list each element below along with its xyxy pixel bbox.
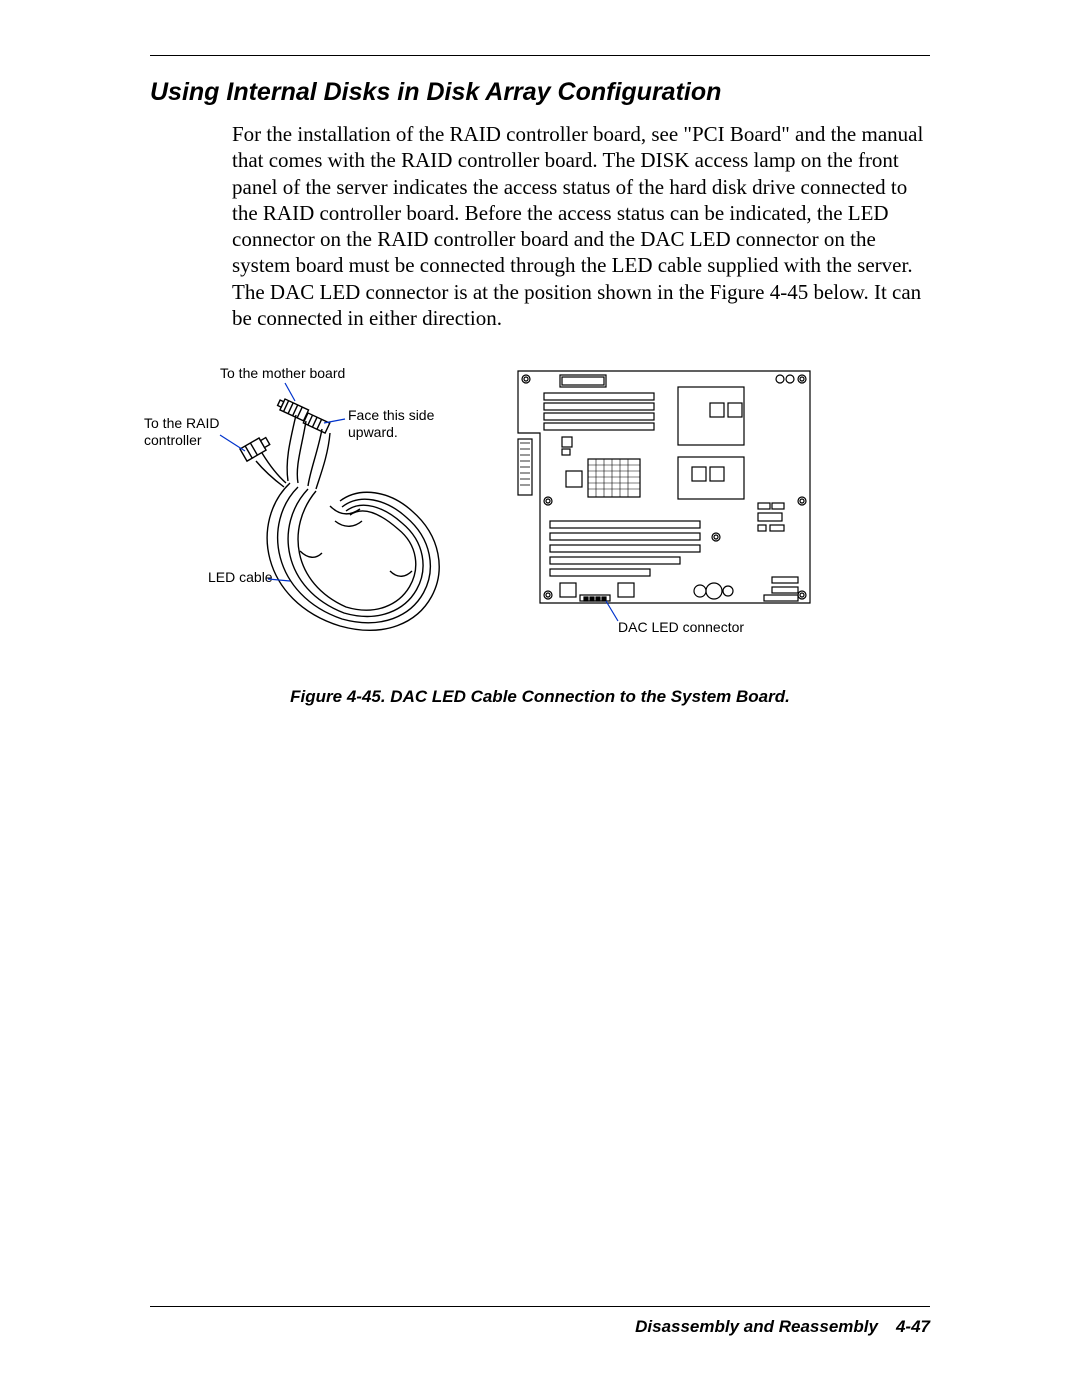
section-title: Using Internal Disks in Disk Array Confi… (150, 78, 930, 107)
label-to-raid-l1: To the RAID (144, 415, 219, 431)
label-face-upward-l1: Face this side (348, 407, 434, 423)
figure-caption: Figure 4-45. DAC LED Cable Connection to… (150, 687, 930, 707)
top-rule (150, 55, 930, 56)
footer-chapter: Disassembly and Reassembly (635, 1317, 878, 1336)
label-to-raid-l2: controller (144, 432, 202, 448)
footer: Disassembly and Reassembly 4-47 (150, 1306, 930, 1337)
board-illustration (510, 363, 820, 623)
label-to-raid: To the RAID controller (144, 415, 219, 449)
footer-text: Disassembly and Reassembly 4-47 (150, 1317, 930, 1337)
page: Using Internal Disks in Disk Array Confi… (0, 0, 1080, 1397)
cable-callouts (150, 361, 510, 661)
label-led-cable: LED cable (208, 569, 273, 586)
label-to-motherboard: To the mother board (220, 365, 345, 382)
label-face-upward: Face this side upward. (348, 407, 434, 441)
footer-page: 4-47 (896, 1317, 930, 1336)
body-paragraph: For the installation of the RAID control… (232, 121, 930, 331)
label-dac-led: DAC LED connector (618, 619, 744, 636)
bottom-rule (150, 1306, 930, 1307)
label-face-upward-l2: upward. (348, 424, 398, 440)
figure-area: To the mother board Face this side upwar… (150, 361, 930, 681)
